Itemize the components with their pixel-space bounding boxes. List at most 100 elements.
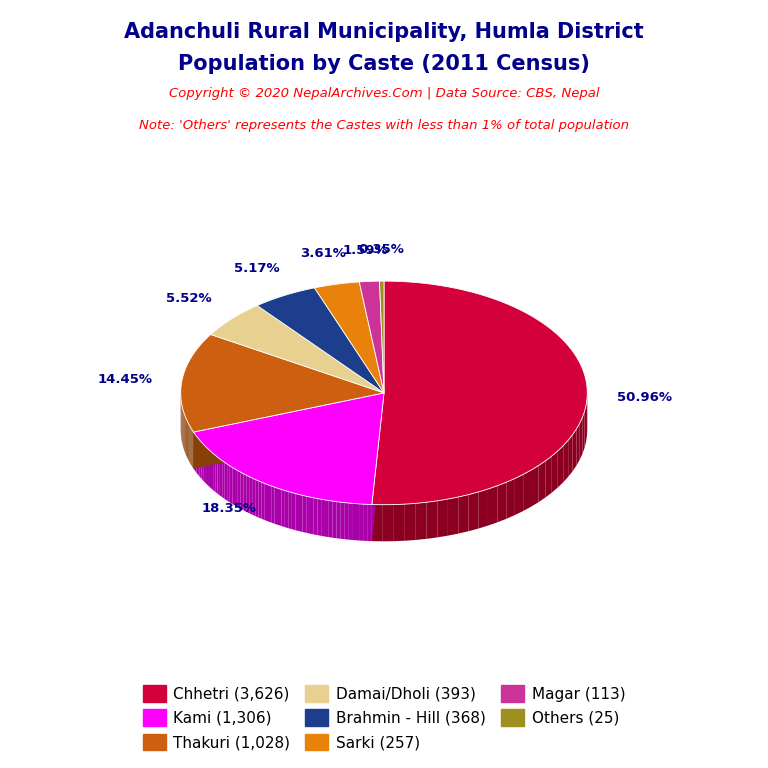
Polygon shape (558, 445, 563, 488)
Text: 50.96%: 50.96% (617, 391, 671, 404)
Polygon shape (292, 492, 296, 530)
Polygon shape (306, 496, 310, 534)
Polygon shape (190, 427, 191, 465)
Polygon shape (281, 489, 285, 527)
Polygon shape (352, 503, 356, 540)
Polygon shape (584, 406, 586, 448)
Text: Copyright © 2020 NepalArchives.Com | Data Source: CBS, Nepal: Copyright © 2020 NepalArchives.Com | Dat… (169, 87, 599, 100)
Polygon shape (299, 495, 303, 532)
Polygon shape (180, 335, 384, 432)
Polygon shape (233, 468, 235, 505)
Polygon shape (191, 429, 193, 467)
Polygon shape (194, 393, 384, 468)
Polygon shape (360, 504, 364, 541)
Polygon shape (189, 424, 190, 462)
Polygon shape (217, 457, 220, 495)
Polygon shape (193, 430, 194, 468)
Polygon shape (230, 465, 233, 504)
Polygon shape (215, 455, 217, 494)
Polygon shape (265, 484, 268, 521)
Polygon shape (379, 281, 384, 393)
Polygon shape (478, 489, 488, 528)
Polygon shape (209, 450, 211, 488)
Polygon shape (198, 438, 200, 477)
Polygon shape (207, 448, 209, 486)
Polygon shape (405, 503, 415, 541)
Polygon shape (586, 399, 587, 442)
Polygon shape (577, 423, 580, 465)
Polygon shape (187, 421, 188, 458)
Polygon shape (195, 434, 197, 473)
Polygon shape (250, 477, 252, 515)
Polygon shape (296, 494, 299, 531)
Polygon shape (515, 475, 523, 515)
Polygon shape (329, 501, 333, 538)
Polygon shape (188, 422, 189, 461)
Polygon shape (372, 393, 384, 541)
Polygon shape (545, 456, 552, 498)
Polygon shape (372, 281, 588, 505)
Text: 5.17%: 5.17% (234, 262, 280, 275)
Polygon shape (271, 486, 275, 524)
Legend: Chhetri (3,626), Kami (1,306), Thakuri (1,028), Damai/Dholi (393), Brahmin - Hil: Chhetri (3,626), Kami (1,306), Thakuri (… (137, 679, 631, 756)
Polygon shape (310, 497, 313, 535)
Polygon shape (205, 446, 207, 485)
Polygon shape (523, 470, 531, 511)
Text: Population by Caste (2011 Census): Population by Caste (2011 Census) (178, 54, 590, 74)
Polygon shape (573, 429, 577, 472)
Polygon shape (211, 452, 214, 490)
Polygon shape (563, 440, 568, 482)
Text: Adanchuli Rural Municipality, Humla District: Adanchuli Rural Municipality, Humla Dist… (124, 22, 644, 41)
Polygon shape (288, 492, 292, 529)
Polygon shape (252, 478, 255, 516)
Text: Note: 'Others' represents the Castes with less than 1% of total population: Note: 'Others' represents the Castes wit… (139, 119, 629, 132)
Text: 3.61%: 3.61% (300, 247, 346, 260)
Polygon shape (197, 436, 198, 475)
Polygon shape (437, 499, 448, 538)
Polygon shape (394, 504, 405, 541)
Polygon shape (222, 461, 225, 499)
Polygon shape (214, 453, 215, 492)
Polygon shape (225, 462, 227, 501)
Polygon shape (415, 502, 427, 540)
Polygon shape (240, 472, 243, 510)
Polygon shape (372, 505, 382, 541)
Polygon shape (204, 444, 205, 482)
Polygon shape (268, 485, 271, 522)
Polygon shape (220, 459, 222, 497)
Polygon shape (580, 417, 582, 460)
Polygon shape (582, 412, 584, 454)
Polygon shape (247, 475, 250, 513)
Polygon shape (488, 486, 498, 525)
Polygon shape (278, 488, 281, 526)
Polygon shape (552, 451, 558, 492)
Polygon shape (194, 432, 195, 471)
Polygon shape (364, 504, 368, 541)
Text: 0.35%: 0.35% (358, 243, 404, 257)
Text: 5.52%: 5.52% (166, 292, 212, 305)
Polygon shape (227, 464, 230, 502)
Polygon shape (200, 440, 201, 478)
Polygon shape (257, 288, 384, 393)
Polygon shape (194, 393, 384, 468)
Polygon shape (568, 435, 573, 477)
Polygon shape (359, 281, 384, 393)
Polygon shape (285, 491, 288, 528)
Polygon shape (262, 482, 265, 520)
Polygon shape (348, 503, 352, 540)
Polygon shape (531, 465, 538, 507)
Polygon shape (340, 502, 344, 539)
Polygon shape (344, 502, 348, 540)
Polygon shape (315, 282, 384, 393)
Text: 1.59%: 1.59% (343, 243, 388, 257)
Polygon shape (313, 498, 317, 535)
Polygon shape (458, 495, 468, 534)
Polygon shape (336, 502, 340, 538)
Polygon shape (317, 498, 321, 536)
Polygon shape (243, 474, 247, 511)
Polygon shape (538, 461, 545, 502)
Polygon shape (201, 442, 204, 481)
Polygon shape (210, 306, 384, 393)
Polygon shape (235, 469, 238, 507)
Polygon shape (356, 504, 360, 541)
